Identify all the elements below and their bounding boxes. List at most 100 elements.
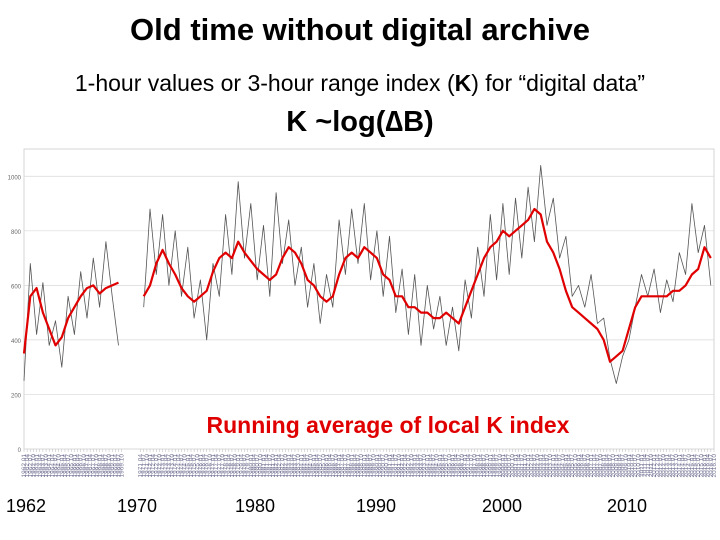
x-tick-label: 1974.07 [179, 454, 186, 478]
x-tick-label: 1976.07 [204, 454, 211, 478]
x-tick-label: 1999.10 [497, 454, 504, 478]
x-tick-label: 2008.10 [610, 454, 617, 478]
x-tick-label: 1985.04 [314, 454, 321, 478]
x-tick-label: 1974.04 [175, 454, 182, 478]
x-tick-label: 1978.04 [226, 454, 233, 478]
y-tick-label: 400 [11, 339, 22, 345]
x-tick-label: 1995.01 [437, 454, 444, 478]
x-tick-label: 1976.01 [197, 454, 204, 478]
year-label-1980: 1980 [235, 496, 276, 516]
x-tick-label: 1975.01 [185, 454, 192, 478]
x-tick-label: 1983.01 [286, 454, 293, 478]
chart-annotation: Running average of local K index [207, 412, 570, 438]
x-tick-label: 2003.04 [541, 454, 548, 478]
x-tick-label: 2009.01 [613, 454, 620, 478]
x-tick-label: 2005.07 [569, 454, 576, 478]
x-tick-label: 1966.01 [71, 454, 78, 478]
x-tick-label: 1981.01 [260, 454, 267, 478]
x-tick-label: 1998.07 [481, 454, 488, 478]
x-tick-label: 2015.04 [692, 454, 699, 478]
x-tick-label: 1962.10 [30, 454, 37, 478]
x-tick-label: 1997.10 [472, 454, 479, 478]
x-tick-label: 1984.10 [308, 454, 315, 478]
year-label-2010: 2010 [607, 496, 648, 516]
x-tick-label: 1986.10 [333, 454, 340, 478]
x-tick-label: 1972.04 [150, 454, 157, 478]
x-tick-label: 1963.01 [34, 454, 41, 478]
x-tick-label: 1962.01 [21, 454, 28, 478]
x-tick-label: 1985.01 [311, 454, 318, 478]
x-tick-label: 2015.10 [698, 454, 705, 478]
x-tick-label: 1988.01 [349, 454, 356, 478]
x-tick-label: 2013.07 [670, 454, 677, 478]
x-tick-label: 1967.04 [87, 454, 94, 478]
x-tick-label: 1994.01 [424, 454, 431, 478]
x-tick-label: 1996.04 [453, 454, 460, 478]
x-tick-label: 1995.04 [440, 454, 447, 478]
x-tick-label: 1987.04 [339, 454, 346, 478]
x-tick-label: 1993.01 [412, 454, 419, 478]
x-tick-label: 1962.04 [24, 454, 31, 478]
x-tick-label: 2004.07 [557, 454, 564, 478]
x-tick-label: 1992.04 [402, 454, 409, 478]
x-tick-label: 2011.04 [642, 454, 649, 477]
x-tick-label: 1974.10 [182, 454, 189, 478]
x-tick-label: 1980.07 [254, 454, 261, 478]
x-tick-label: 1991.04 [390, 454, 397, 478]
x-tick-label: 1999.04 [490, 454, 497, 478]
x-tick-label: 1973.07 [166, 454, 173, 478]
x-tick-label: 2014.07 [683, 454, 690, 478]
x-tick-label: 2007.04 [591, 454, 598, 478]
x-tick-label: 2002.01 [525, 454, 532, 478]
x-tick-label: 2007.10 [598, 454, 605, 478]
x-tick-label: 2000.04 [503, 454, 510, 478]
x-tick-label: 1980.04 [251, 454, 258, 478]
x-tick-label: 2016.04 [705, 454, 712, 478]
x-tick-label: 1982.01 [273, 454, 280, 478]
y-tick-label: 0 [18, 448, 22, 454]
x-tick-label: 2010.07 [632, 454, 639, 478]
x-tick-label: 1990.01 [374, 454, 381, 478]
x-tick-label: 2005.04 [566, 454, 573, 478]
x-tick-label: 1968.07 [103, 454, 110, 478]
x-tick-label: 2003.01 [538, 454, 545, 478]
x-tick-label: 2016.01 [702, 454, 709, 478]
x-tick-label: 1983.04 [289, 454, 296, 478]
x-tick-label: 2001.10 [522, 454, 529, 478]
x-tick-label: 2012.10 [661, 454, 668, 478]
x-tick-label: 1972.07 [153, 454, 160, 478]
x-tick-label: 2003.07 [544, 454, 551, 478]
subtitle-pre: 1-hour values or 3-hour range index ( [74, 70, 455, 96]
x-tick-label: 1982.04 [276, 454, 283, 478]
monthly-k-line [143, 164, 712, 384]
x-tick-label: 2001.04 [516, 454, 523, 478]
x-tick-label: 1995.10 [446, 454, 453, 478]
x-tick-label: 2011.07 [645, 454, 652, 477]
x-tick-label: 2012.01 [651, 454, 658, 478]
x-tick-label: 1980.10 [257, 454, 264, 478]
x-tick-label: 1967.01 [84, 454, 91, 478]
x-tick-label: 2010.10 [635, 454, 642, 478]
subtitle-post: ) for “digital data” [471, 70, 646, 96]
x-tick-label: 1977.07 [216, 454, 223, 478]
x-tick-label: 1981.04 [264, 454, 271, 478]
x-tick-label: 2001.07 [519, 454, 526, 478]
x-tick-label: 2006.10 [585, 454, 592, 478]
x-tick-label: 2012.07 [657, 454, 664, 478]
x-tick-label: 1964.01 [46, 454, 53, 478]
subtitle-k: K [454, 70, 472, 96]
formula: K ~log(∆B) [286, 106, 434, 138]
x-tick-label: 2000.07 [506, 454, 513, 478]
year-label-2000: 2000 [482, 496, 523, 516]
x-tick-label: 1992.01 [399, 454, 406, 478]
x-tick-label: 2007.07 [594, 454, 601, 478]
y-tick-label: 200 [11, 393, 22, 399]
x-tick-label: 1982.07 [279, 454, 286, 478]
x-tick-label: 1995.07 [443, 454, 450, 478]
slide-subtitle: 1-hour values or 3-hour range index (K) … [0, 70, 720, 97]
x-tick-label: 1964.07 [53, 454, 60, 478]
x-tick-label: 1980.01 [248, 454, 255, 478]
y-tick-label: 600 [11, 284, 22, 290]
x-tick-label: 1991.07 [393, 454, 400, 478]
x-tick-label: 2015.01 [689, 454, 696, 478]
